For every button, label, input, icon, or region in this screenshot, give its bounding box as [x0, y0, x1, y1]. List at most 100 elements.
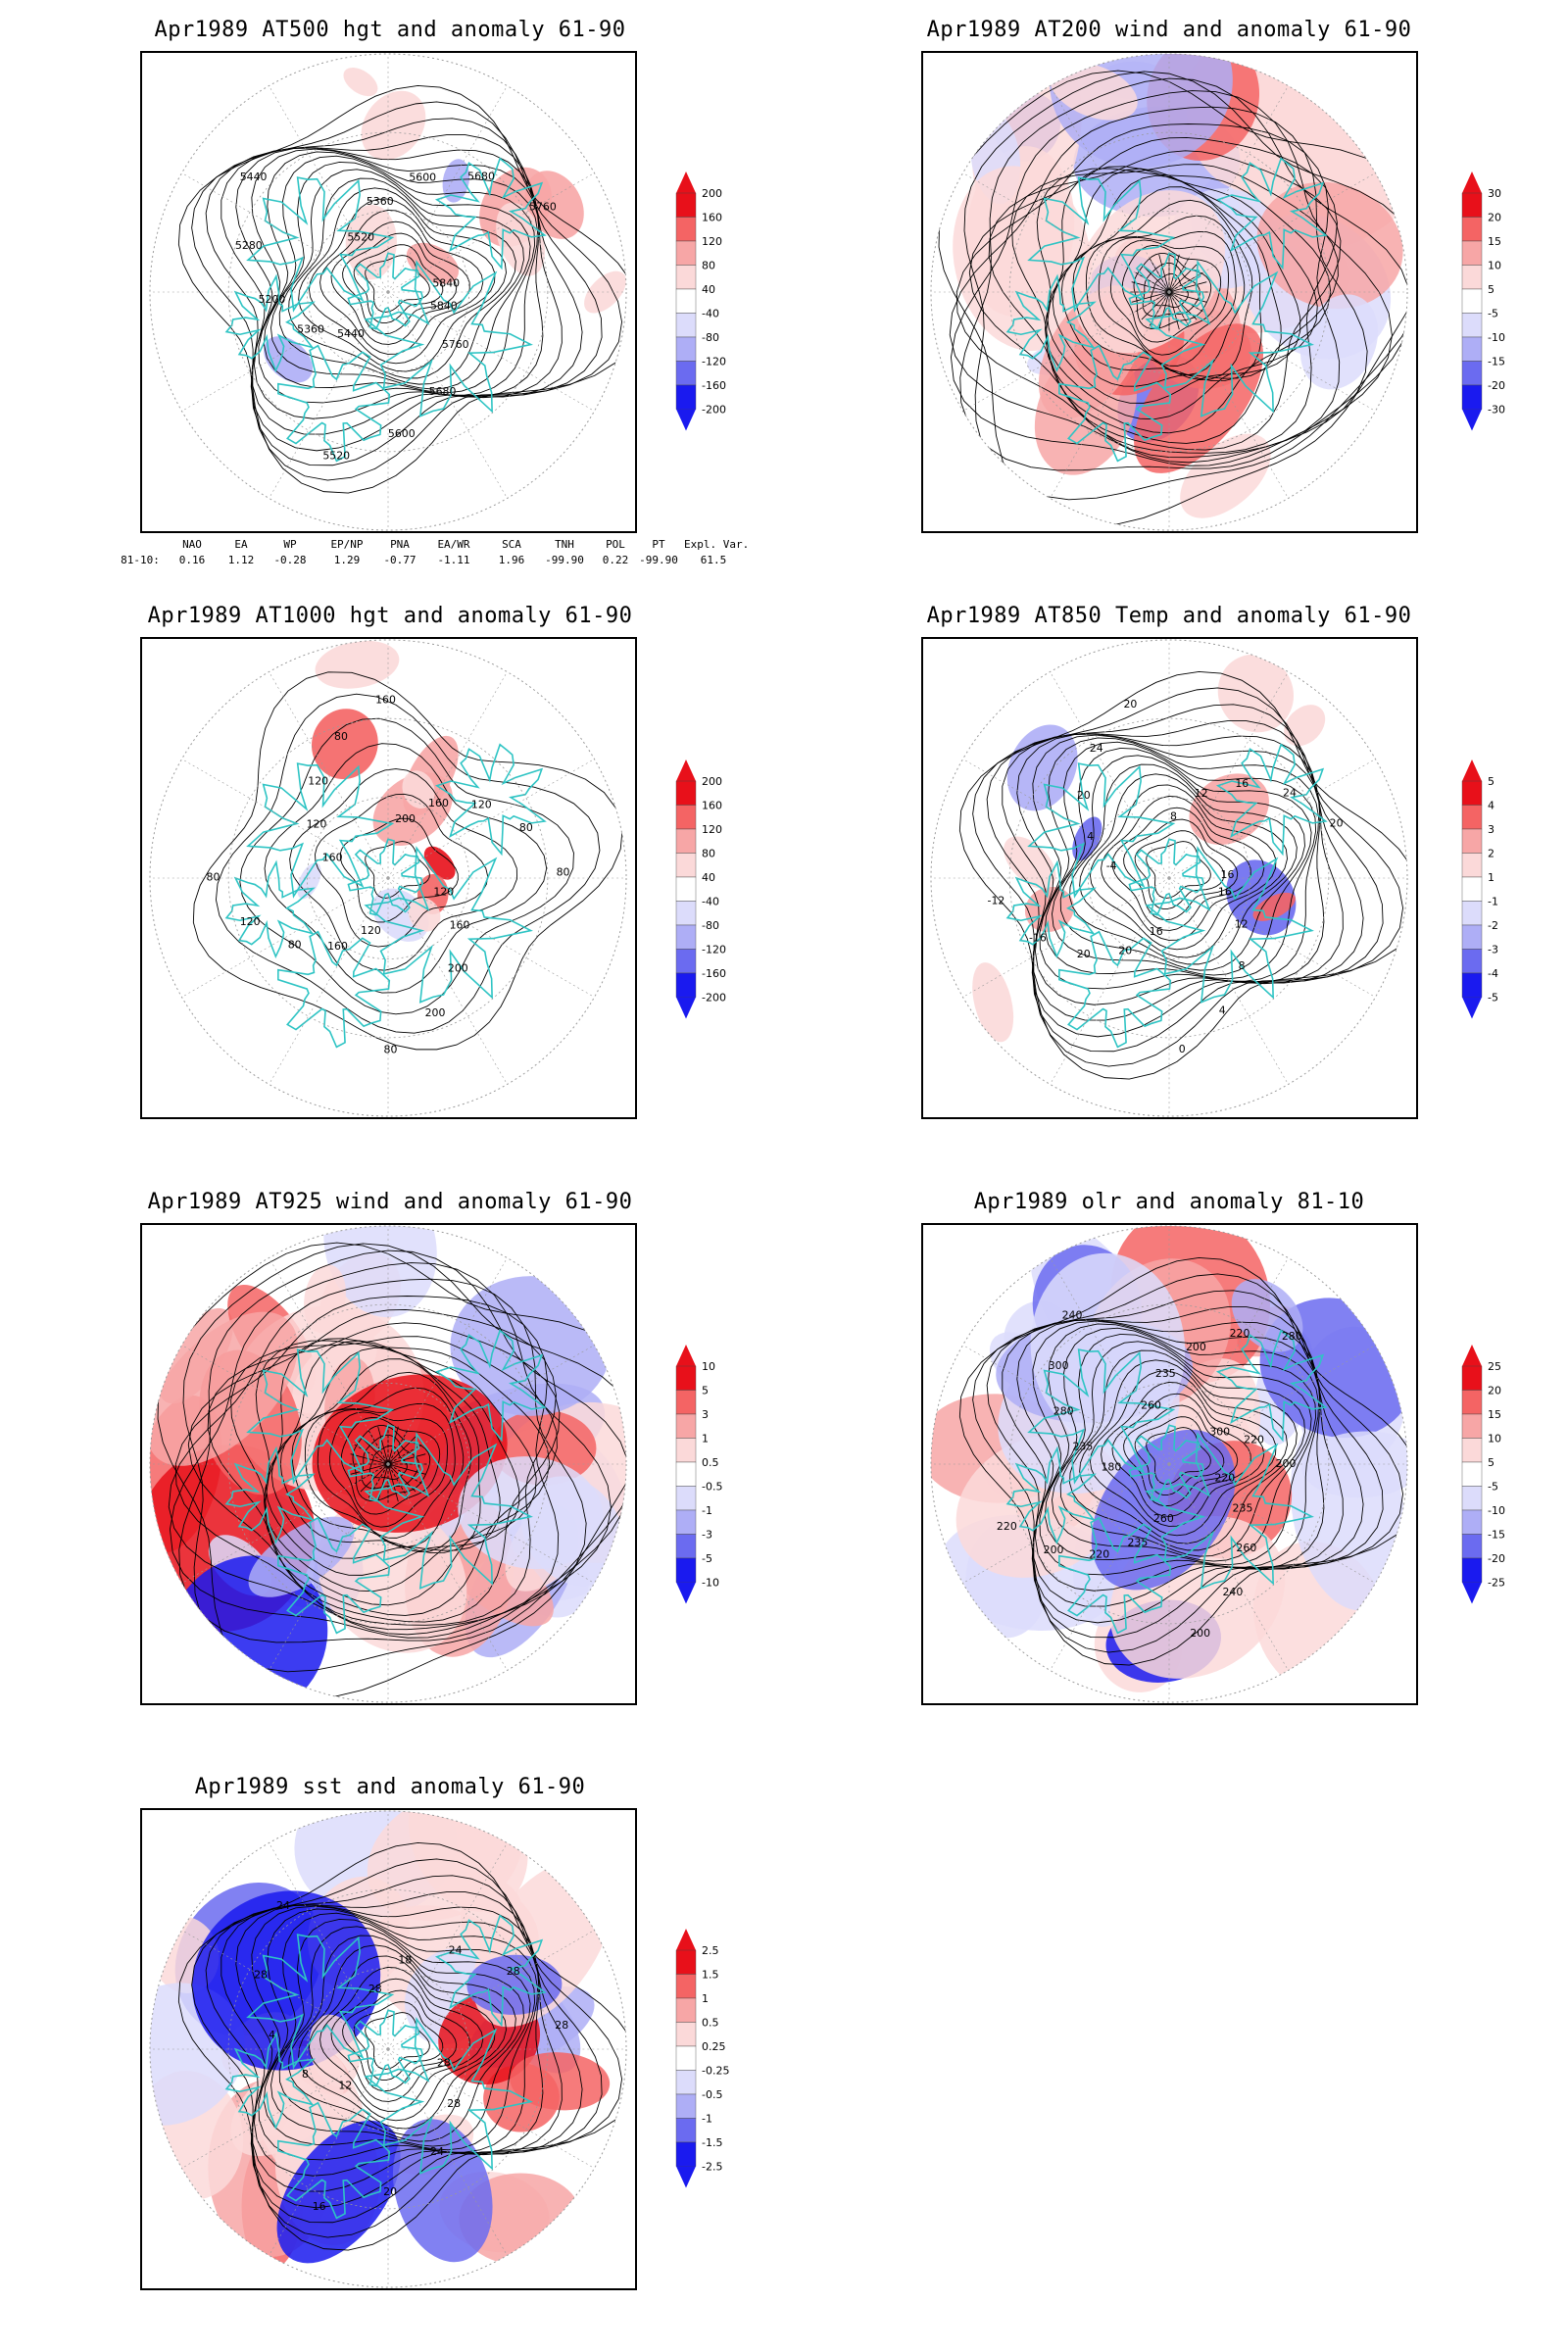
map-polr: 220 235 260 240 200 260 235 220 200 220 180 235 280 3…: [921, 1223, 1418, 1705]
contour-line: [1123, 1404, 1239, 1507]
anomaly-shading: [442, 159, 470, 203]
contour-label: 28: [254, 1968, 268, 1981]
map-edge: [930, 1225, 1408, 1703]
colorbar-segment: [1461, 1365, 1483, 1391]
contour-label: 220: [1230, 1327, 1250, 1340]
colorbar: 200 160 120 80 40 -40 -80 -120 -160 -200: [674, 172, 753, 446]
coastline: [364, 260, 533, 417]
meridian: [387, 291, 508, 499]
anomaly-shading: [953, 166, 1093, 351]
map-edge: [149, 53, 627, 531]
colorbar-tick-label: -0.5: [702, 2088, 722, 2101]
colorbar-tick-label: -1: [702, 2113, 712, 2126]
streamline: [1052, 174, 1282, 387]
colorbar-tick-label: -20: [1488, 1552, 1505, 1565]
colorbar-tick-label: -1: [702, 1504, 712, 1517]
colorbar-segment: [1461, 972, 1483, 998]
contour-label: 20: [383, 2185, 397, 2198]
contour-label: 120: [308, 775, 328, 788]
contour-label: 5200: [259, 293, 286, 306]
contour-line: [192, 671, 623, 1051]
contour-label: 28: [555, 2019, 568, 2032]
colorbar-tick-label: -200: [702, 992, 726, 1004]
contour-label: 5360: [367, 195, 394, 208]
contour-label: 80: [334, 730, 348, 743]
contour-label: 5760: [442, 338, 469, 351]
latitude-circle: [227, 1303, 549, 1625]
colorbar-arrow-bottom: [1462, 997, 1482, 1019]
contour-line: [1079, 1359, 1288, 1544]
streamline-radial: [377, 1463, 389, 1502]
contour-line: [315, 793, 489, 948]
anomaly-shading: [1299, 294, 1379, 390]
colorbar-tick-label: -160: [702, 379, 726, 392]
contour-line: [220, 1891, 583, 2209]
panel-title: Apr1989 AT500 hgt and anomaly 61-90: [154, 18, 626, 42]
colorbar-tick-label: 1: [702, 1992, 709, 2005]
streamline: [187, 1308, 557, 1626]
colorbar-tick-label: 1.5: [702, 1969, 719, 1982]
contour-label: 160: [428, 797, 449, 809]
contour-label: 24: [449, 1944, 463, 1957]
polar-map-p500: 5840 5760 5680 5600 5520 5440 5360 5200 5280 5440…: [149, 53, 627, 531]
index-value: -0.28: [273, 554, 307, 566]
meridian: [1050, 1257, 1170, 1465]
meridian: [181, 291, 389, 412]
colorbar-arrow-top: [1462, 1345, 1482, 1366]
contour-label: 12: [338, 2079, 352, 2091]
index-value: 0.22: [602, 554, 629, 566]
latitude-circle: [1008, 717, 1330, 1039]
contour-line: [263, 1912, 536, 2151]
contour-line: [1079, 773, 1288, 958]
colorbar-tick-label: 25: [1488, 1360, 1501, 1373]
colorbar-segment: [1461, 1486, 1483, 1511]
contour-line: [264, 743, 548, 994]
index-value: -99.90: [639, 554, 678, 566]
contour-label: 235: [1127, 1536, 1148, 1548]
contour-label: 5360: [297, 323, 324, 336]
contour-line: [1090, 1370, 1277, 1537]
latitude-circle: [1087, 1382, 1251, 1546]
contour-label: 300: [1209, 1425, 1230, 1438]
latitude-circle: [227, 131, 549, 453]
colorbar-arrow-top: [676, 1929, 696, 1950]
contour-label: 120: [433, 886, 454, 899]
contour-label: 28: [507, 1965, 520, 1978]
colorbar-segment: [1461, 1461, 1483, 1487]
colorbar-tick-label: -15: [1488, 1529, 1505, 1542]
latitude-circle: [306, 1967, 470, 2132]
meridian: [387, 85, 508, 293]
index-header: PNA: [390, 538, 410, 551]
contour-label: 28: [437, 2057, 451, 2070]
contour-label: 200: [1276, 1457, 1297, 1470]
coastline: [246, 1348, 395, 1485]
colorbar-tick-label: -80: [702, 919, 719, 932]
streamline: [1121, 244, 1222, 343]
contour-line: [972, 1273, 1404, 1653]
colorbar-svg: 2.5 1.5 1 0.5 0.25 -0.25 -0.5 -1 -1.5 -2.5: [675, 1929, 729, 2188]
colorbar-segment: [675, 288, 697, 314]
coastline: [1145, 260, 1314, 417]
colorbar-tick-label: 3: [1488, 823, 1494, 836]
coastline: [277, 2101, 391, 2220]
streamline: [959, 77, 1408, 471]
colorbar-segment: [675, 780, 697, 806]
contour-label: 180: [1101, 1461, 1121, 1474]
meridian: [387, 877, 595, 998]
polar-map-p200: [930, 53, 1408, 531]
colorbar-segment: [675, 336, 697, 362]
meridian: [269, 877, 389, 1085]
colorbar-tick-label: -0.5: [702, 1481, 722, 1494]
meridian: [962, 877, 1170, 998]
colorbar-tick-label: -5: [1488, 308, 1498, 320]
contour-line: [288, 1935, 516, 2136]
contour-line: [177, 84, 627, 494]
anomaly-shading: [361, 90, 426, 161]
latitude-circle: [306, 796, 470, 960]
streamline-radial: [377, 1426, 389, 1465]
index-value: -99.90: [545, 554, 584, 566]
colorbar-svg: 200 160 120 80 40 -40 -80 -120 -160 -200: [675, 760, 726, 1019]
coastline: [277, 930, 391, 1049]
colorbar-tick-label: 2: [1488, 848, 1494, 860]
panel-title: Apr1989 AT925 wind and anomaly 61-90: [147, 1190, 633, 1214]
